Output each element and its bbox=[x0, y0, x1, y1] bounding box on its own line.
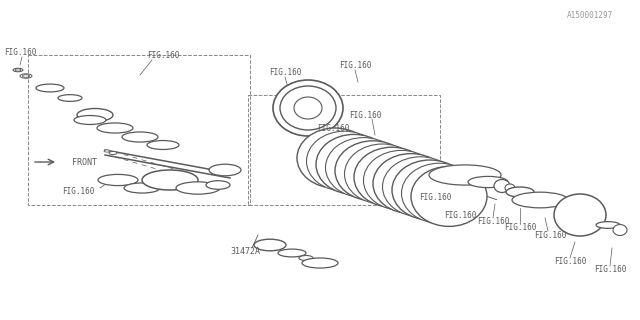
Ellipse shape bbox=[147, 140, 179, 149]
Ellipse shape bbox=[468, 176, 508, 188]
Text: FIG.160: FIG.160 bbox=[147, 51, 179, 60]
Ellipse shape bbox=[280, 86, 336, 130]
Ellipse shape bbox=[297, 128, 373, 188]
Text: FIG.160: FIG.160 bbox=[504, 223, 536, 233]
Ellipse shape bbox=[335, 141, 411, 201]
Ellipse shape bbox=[74, 116, 106, 124]
Ellipse shape bbox=[401, 163, 477, 223]
Ellipse shape bbox=[364, 150, 440, 211]
Ellipse shape bbox=[344, 144, 420, 204]
Ellipse shape bbox=[294, 97, 322, 119]
Ellipse shape bbox=[176, 182, 220, 194]
Text: FIG.160: FIG.160 bbox=[554, 258, 586, 267]
Ellipse shape bbox=[596, 222, 620, 228]
Ellipse shape bbox=[36, 84, 64, 92]
Ellipse shape bbox=[316, 134, 392, 195]
Text: FIG.160: FIG.160 bbox=[269, 68, 301, 76]
Text: FIG.160: FIG.160 bbox=[4, 47, 36, 57]
Text: FIG.160: FIG.160 bbox=[477, 218, 509, 227]
Text: FIG.160: FIG.160 bbox=[339, 60, 371, 69]
Ellipse shape bbox=[98, 174, 138, 186]
Ellipse shape bbox=[411, 166, 487, 227]
Ellipse shape bbox=[613, 225, 627, 236]
Ellipse shape bbox=[209, 164, 241, 176]
Ellipse shape bbox=[512, 192, 568, 208]
Ellipse shape bbox=[273, 80, 343, 136]
Ellipse shape bbox=[307, 131, 383, 191]
Ellipse shape bbox=[278, 249, 306, 257]
Ellipse shape bbox=[326, 138, 401, 198]
Ellipse shape bbox=[77, 108, 113, 122]
Ellipse shape bbox=[109, 151, 117, 155]
Ellipse shape bbox=[554, 194, 606, 236]
Ellipse shape bbox=[142, 170, 198, 190]
Ellipse shape bbox=[506, 187, 534, 197]
Text: FIG.160: FIG.160 bbox=[594, 266, 626, 275]
Ellipse shape bbox=[254, 239, 286, 251]
Ellipse shape bbox=[302, 258, 338, 268]
Ellipse shape bbox=[299, 255, 313, 260]
Text: FIG.160: FIG.160 bbox=[62, 188, 94, 196]
Ellipse shape bbox=[97, 123, 133, 133]
Ellipse shape bbox=[505, 184, 515, 192]
Text: FIG.160: FIG.160 bbox=[534, 230, 566, 239]
Text: FRONT: FRONT bbox=[72, 157, 97, 166]
Text: FIG.160: FIG.160 bbox=[349, 110, 381, 119]
Ellipse shape bbox=[206, 181, 230, 189]
Text: 31472A: 31472A bbox=[230, 247, 260, 257]
Ellipse shape bbox=[383, 157, 458, 217]
Ellipse shape bbox=[104, 150, 110, 152]
Ellipse shape bbox=[373, 154, 449, 214]
Ellipse shape bbox=[392, 160, 468, 220]
Ellipse shape bbox=[124, 183, 160, 193]
Ellipse shape bbox=[494, 180, 510, 193]
Ellipse shape bbox=[58, 95, 82, 101]
Ellipse shape bbox=[122, 132, 158, 142]
Ellipse shape bbox=[429, 165, 501, 185]
Text: FIG.160: FIG.160 bbox=[444, 211, 476, 220]
Text: FIG.160: FIG.160 bbox=[419, 194, 451, 203]
Ellipse shape bbox=[354, 147, 430, 207]
Text: A150001297: A150001297 bbox=[567, 11, 613, 20]
Text: FIG.160: FIG.160 bbox=[317, 124, 349, 132]
